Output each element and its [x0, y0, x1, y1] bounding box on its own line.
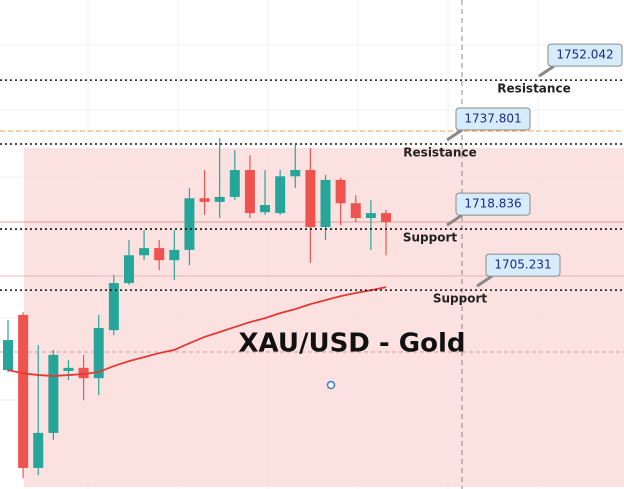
- level-name: Support: [403, 231, 458, 245]
- level-pointer: [446, 213, 463, 227]
- candle-body: [139, 248, 150, 256]
- candle-body: [154, 248, 165, 261]
- candle-body: [275, 176, 286, 214]
- level-pointer: [446, 128, 463, 142]
- candle-body: [335, 179, 346, 204]
- moving-average: [7, 286, 387, 377]
- candle-body: [108, 283, 119, 331]
- level-name: Support: [433, 292, 488, 306]
- level-pointer: [476, 274, 493, 288]
- candle-body: [365, 213, 376, 219]
- level-price-box: [547, 43, 623, 67]
- candle-body: [320, 179, 331, 228]
- candle-body: [290, 170, 301, 177]
- candle-body: [244, 170, 255, 214]
- candle-body: [214, 196, 225, 202]
- candle-body: [63, 367, 74, 372]
- candle-body: [123, 255, 134, 284]
- candle-body: [3, 340, 13, 371]
- candle-body: [199, 198, 210, 202]
- candle-body: [169, 249, 180, 261]
- level-price: 1718.836: [464, 197, 521, 211]
- candle-body: [93, 327, 104, 379]
- candle-body: [48, 354, 59, 433]
- candle-body: [78, 367, 89, 379]
- level-price: 1752.042: [556, 48, 613, 62]
- candle-body: [350, 203, 361, 219]
- cursor-dot: [326, 380, 336, 390]
- level-name: Resistance: [497, 82, 570, 96]
- level-price: 1705.231: [494, 258, 551, 272]
- level-pointer: [538, 64, 555, 78]
- candle-body: [18, 314, 29, 468]
- candle-body: [305, 170, 316, 228]
- level-price-box: [485, 253, 561, 277]
- candle-body: [381, 213, 391, 223]
- candle-body: [184, 198, 195, 250]
- level-name: Resistance: [403, 146, 476, 160]
- level-price: 1737.801: [464, 112, 521, 126]
- chart-title: XAU/USD - Gold: [238, 329, 465, 359]
- level-price-box: [455, 192, 531, 216]
- candle-body: [33, 432, 44, 468]
- plot: [3, 138, 391, 479]
- candle-body: [260, 205, 271, 213]
- candle-body: [229, 170, 240, 197]
- level-price-box: [455, 107, 531, 131]
